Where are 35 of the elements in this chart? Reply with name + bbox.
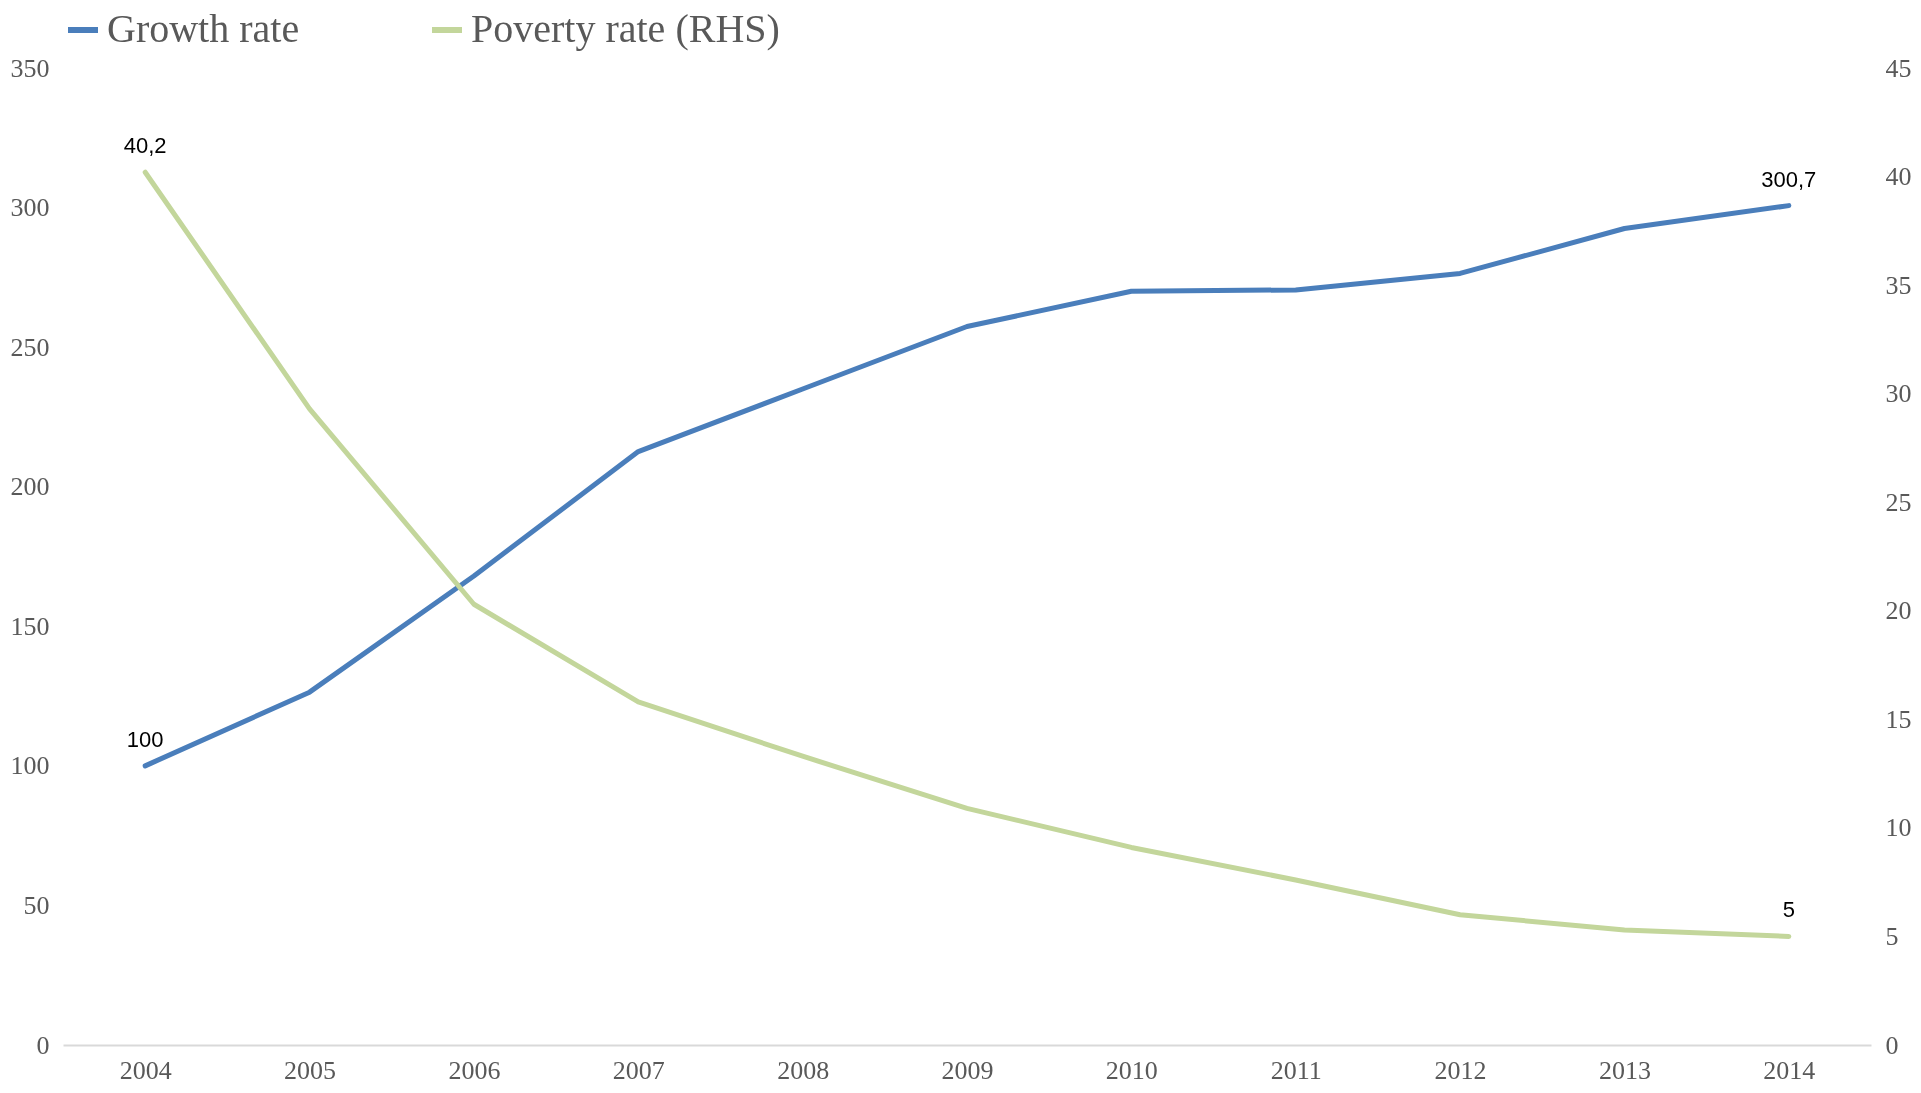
y2-tick-label: 40 [1885,162,1912,192]
y-tick-label: 150 [10,611,50,641]
y2-tick-label: 5 [1885,921,1899,951]
y-tick-label: 50 [23,890,50,920]
legend-label: Poverty rate (RHS) [471,6,780,51]
y2-tick-label: 10 [1885,813,1912,843]
y2-tick-label: 0 [1885,1030,1899,1060]
x-tick-label: 2006 [448,1055,501,1085]
x-tick-label: 2007 [612,1055,665,1085]
y2-tick-label: 45 [1885,53,1912,83]
x-tick-label: 2011 [1270,1055,1322,1085]
y2-tick-label: 25 [1885,487,1912,517]
x-tick-label: 2012 [1434,1055,1487,1085]
y2-tick-label: 35 [1885,270,1912,300]
y-tick-label: 200 [10,472,50,502]
y-tick-label: 0 [36,1030,50,1060]
x-tick-label: 2008 [777,1055,830,1085]
y-tick-label: 250 [10,332,50,362]
data-label: 300,7 [1761,166,1817,192]
data-label: 100 [126,726,164,752]
x-tick-label: 2004 [119,1055,172,1085]
y-tick-label: 350 [10,53,50,83]
x-tick-label: 2009 [941,1055,994,1085]
x-tick-label: 2013 [1598,1055,1651,1085]
y-tick-label: 300 [10,193,50,223]
y2-tick-label: 20 [1885,596,1912,626]
y2-tick-label: 15 [1885,704,1912,734]
y2-tick-label: 30 [1885,379,1912,409]
x-tick-label: 2005 [284,1055,337,1085]
x-tick-label: 2014 [1763,1055,1816,1085]
data-label: 40,2 [123,133,167,159]
data-label: 5 [1782,897,1795,923]
x-tick-label: 2010 [1105,1055,1158,1085]
y-tick-label: 100 [10,751,50,781]
legend-label: Growth rate [107,6,300,51]
